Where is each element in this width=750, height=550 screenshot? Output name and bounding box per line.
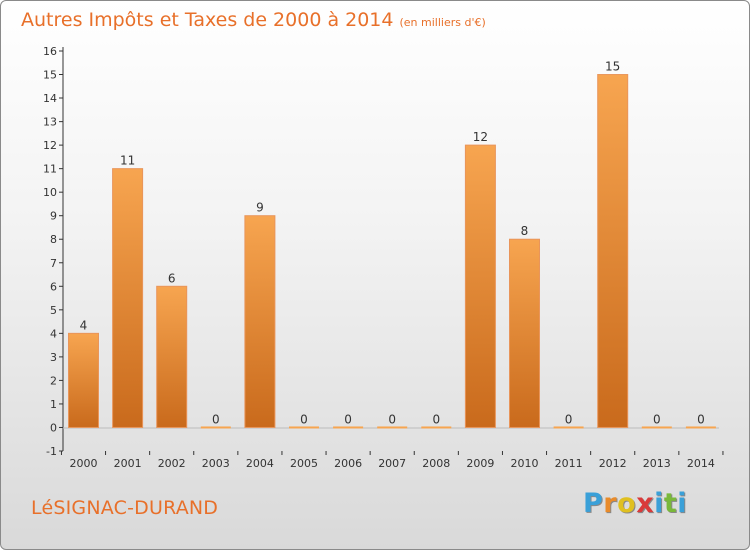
bar-value-label: 0 <box>432 412 440 426</box>
y-tick-label: 16 <box>43 45 57 58</box>
bar-value-label: 0 <box>565 412 573 426</box>
x-tick-label: 2005 <box>290 457 318 470</box>
y-tick-label: 14 <box>43 92 57 105</box>
y-tick-label: 15 <box>43 69 57 82</box>
bar <box>200 426 231 429</box>
x-tick-label: 2007 <box>378 457 406 470</box>
bar-value-label: 8 <box>521 224 529 238</box>
x-tick-label: 2012 <box>599 457 627 470</box>
chart-title-block: Autres Impôts et Taxes de 2000 à 2014 (en… <box>21 9 486 31</box>
bar <box>641 426 672 429</box>
logo-letter: r <box>603 488 618 519</box>
bar <box>685 426 716 429</box>
logo-letter: i <box>677 488 688 519</box>
y-tick-label: 9 <box>50 210 57 223</box>
x-tick-label: 2000 <box>70 457 98 470</box>
bar <box>112 168 144 428</box>
y-tick-label: 5 <box>50 304 57 317</box>
x-tick-label: 2010 <box>511 457 539 470</box>
bar <box>597 74 629 428</box>
bar-value-label: 0 <box>388 412 396 426</box>
bar <box>244 215 276 428</box>
y-tick-label: 0 <box>50 421 57 434</box>
commune-name: LéSIGNAC-DURAND <box>31 497 219 519</box>
y-tick-label: 3 <box>50 351 57 364</box>
y-tick-label: 4 <box>50 327 57 340</box>
bar-value-label: 12 <box>473 130 488 144</box>
bar-value-label: 0 <box>300 412 308 426</box>
bar-value-label: 0 <box>344 412 352 426</box>
bar-value-label: 11 <box>120 154 135 168</box>
logo-letter: o <box>617 488 637 519</box>
bar <box>156 285 188 428</box>
logo-letter: i <box>654 488 664 519</box>
y-tick-label: 10 <box>43 186 57 199</box>
x-tick-label: 2004 <box>246 457 274 470</box>
y-tick-label: -1 <box>46 445 57 458</box>
x-tick-label: 2014 <box>687 457 715 470</box>
y-tick-label: 13 <box>43 116 57 129</box>
bar-value-label: 15 <box>605 60 620 74</box>
bar <box>553 426 584 429</box>
logo-letter: t <box>663 488 678 519</box>
y-tick-label: 6 <box>50 280 57 293</box>
y-tick-label: 1 <box>50 398 57 411</box>
bar <box>289 426 319 429</box>
bar <box>464 144 496 428</box>
bar-value-label: 0 <box>697 412 705 426</box>
y-tick-label: 11 <box>43 163 57 176</box>
y-tick-label: 12 <box>43 139 57 152</box>
y-tick-label: 8 <box>50 233 57 246</box>
logo-letter: x <box>636 488 655 519</box>
bar <box>333 426 364 429</box>
y-tick-label: 2 <box>50 374 57 387</box>
logo-letter: P <box>583 488 604 519</box>
y-tick-label: 7 <box>50 257 57 270</box>
x-tick-label: 2006 <box>334 457 362 470</box>
bar <box>421 426 452 429</box>
bar-value-label: 6 <box>168 271 176 285</box>
x-tick-label: 2001 <box>114 457 142 470</box>
x-tick-label: 2003 <box>202 457 230 470</box>
x-tick-label: 2002 <box>158 457 186 470</box>
bar <box>68 332 99 428</box>
bar-value-label: 0 <box>653 412 661 426</box>
bar-value-label: 0 <box>212 412 220 426</box>
chart-title: Autres Impôts et Taxes de 2000 à 2014 <box>21 9 394 31</box>
bar-value-label: 9 <box>256 201 264 215</box>
bar-value-label: 4 <box>80 318 88 332</box>
x-tick-label: 2013 <box>643 457 671 470</box>
x-tick-label: 2008 <box>422 457 450 470</box>
x-tick-label: 2011 <box>555 457 583 470</box>
bar <box>509 238 540 428</box>
bars: 4 11 6 0 9 0 0 0 0 12 8 0 15 0 0 <box>68 60 716 429</box>
proxiti-logo[interactable]: Proxiti <box>583 488 687 519</box>
x-tick-label: 2009 <box>466 457 494 470</box>
chart-unit: (en milliers d'€) <box>399 16 486 29</box>
bar <box>377 426 408 429</box>
